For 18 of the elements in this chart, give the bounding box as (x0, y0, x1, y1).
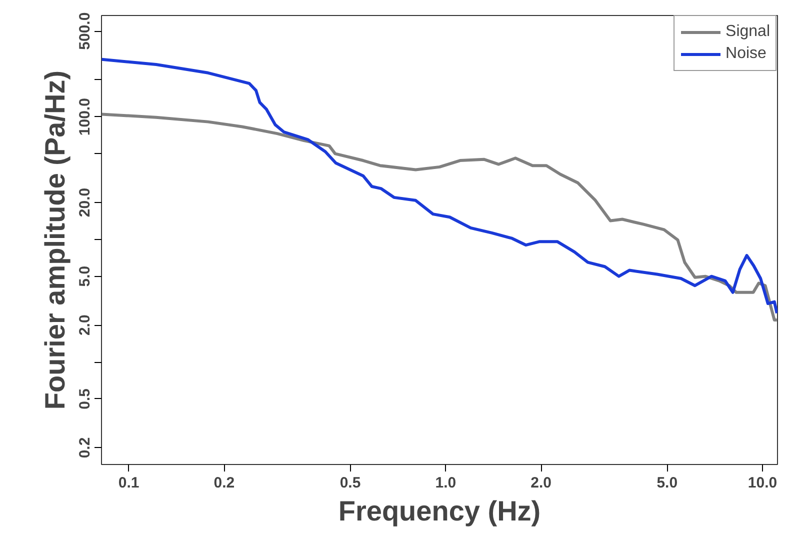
x-tick-label: 10.0 (748, 474, 778, 492)
y-tick-label: 0.2 (76, 437, 94, 458)
y-tick-label: 0.5 (76, 388, 94, 410)
x-tick-label: 1.0 (435, 474, 456, 492)
legend-label: Signal (726, 23, 770, 41)
y-axis-title: Fourier amplitude (Pa/Hz) (40, 70, 70, 410)
x-tick-label: 5.0 (656, 474, 678, 492)
x-tick-label: 0.5 (340, 474, 361, 492)
x-tick-label: 0.1 (118, 474, 140, 492)
x-tick-label: 2.0 (530, 474, 552, 492)
legend-label: Noise (726, 45, 766, 63)
y-tick-label: 20.0 (76, 188, 94, 218)
y-tick-label: 2.0 (76, 314, 94, 336)
y-tick-label: 500.0 (76, 12, 94, 50)
y-tick-label: 100.0 (76, 98, 94, 136)
x-axis-title: Frequency (Hz) (338, 496, 541, 526)
y-tick-label: 5.0 (76, 266, 94, 287)
x-tick-label: 0.2 (214, 474, 235, 492)
